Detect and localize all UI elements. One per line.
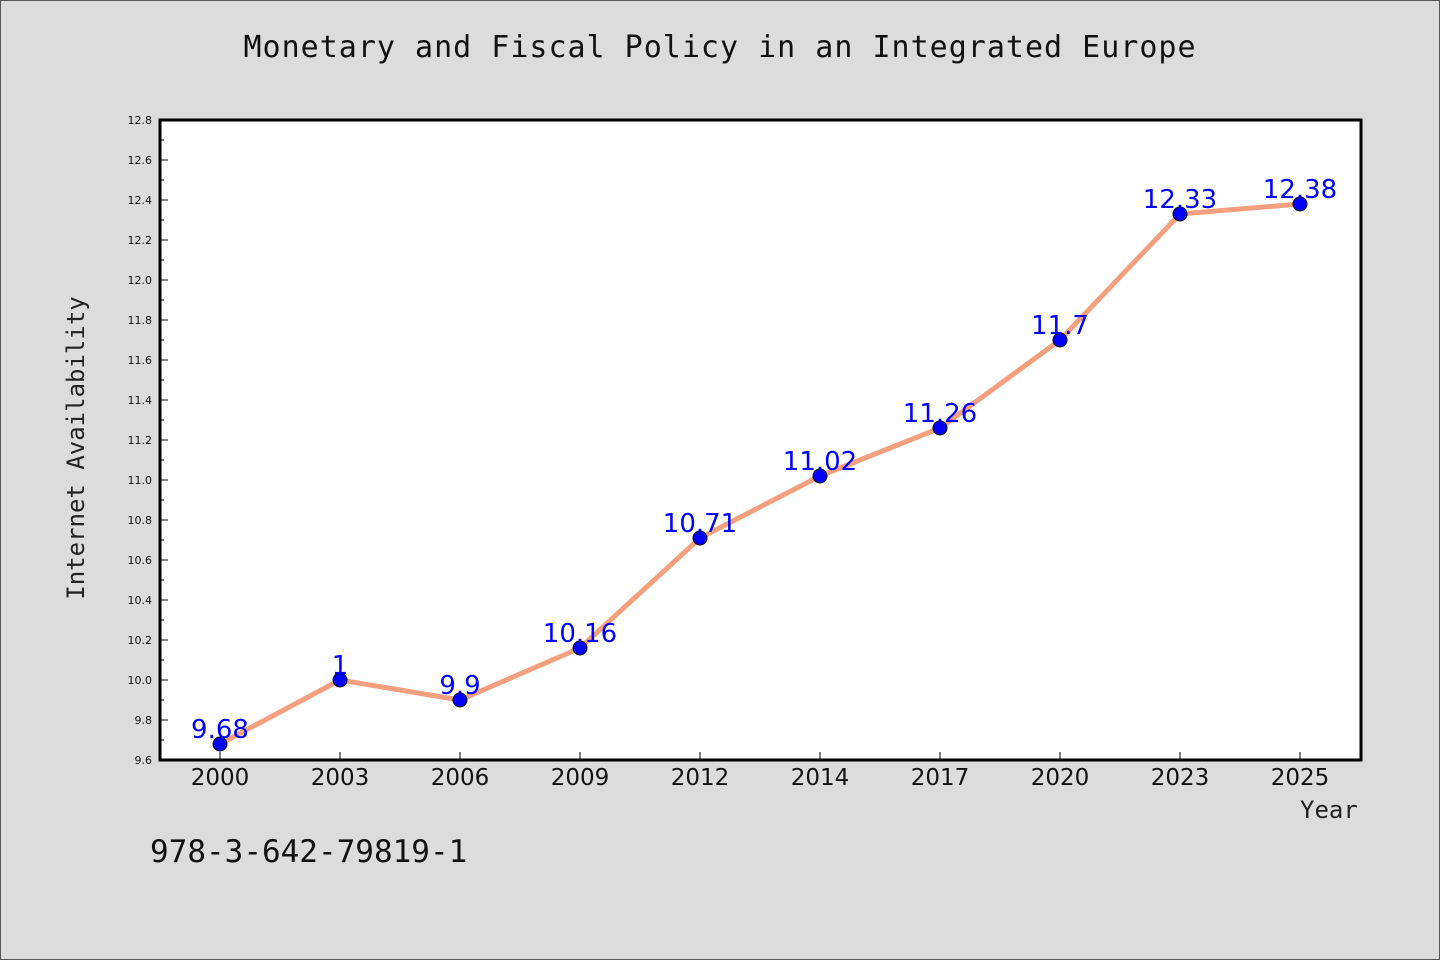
y-tick-label: 11.4 xyxy=(128,394,153,407)
y-tick-label: 9.6 xyxy=(135,754,153,767)
y-tick-label: 12.4 xyxy=(128,194,153,207)
data-point xyxy=(692,530,708,546)
data-label: 11.26 xyxy=(903,399,977,429)
data-point xyxy=(452,692,468,708)
data-label: 11.02 xyxy=(783,447,857,477)
y-tick-label: 11.0 xyxy=(128,474,153,487)
x-tick-label: 2023 xyxy=(1151,765,1210,791)
y-tick-label: 10.4 xyxy=(128,594,153,607)
y-tick-label: 12.0 xyxy=(128,274,153,287)
data-point xyxy=(812,468,828,484)
data-point xyxy=(1292,196,1308,212)
y-tick-label: 12.2 xyxy=(128,234,153,247)
x-tick-label: 2000 xyxy=(191,765,250,791)
data-point xyxy=(212,736,228,752)
y-tick-label: 11.2 xyxy=(128,434,153,447)
data-label: 9.9 xyxy=(439,671,480,701)
data-label: 11.7 xyxy=(1031,311,1089,341)
plot-area xyxy=(158,118,1363,762)
x-tick-label: 2025 xyxy=(1271,765,1330,791)
data-point xyxy=(572,640,588,656)
data-point xyxy=(932,420,948,436)
data-point xyxy=(1172,206,1188,222)
y-tick-label: 12.8 xyxy=(128,114,153,127)
data-label: 9.68 xyxy=(191,715,249,745)
x-tick-label: 2003 xyxy=(311,765,370,791)
y-tick-label: 10.6 xyxy=(128,554,153,567)
isbn-text: 978-3-642-79819-1 xyxy=(150,834,468,870)
series-line xyxy=(217,201,1303,747)
x-tick-label: 2006 xyxy=(431,765,490,791)
data-label: 1 xyxy=(332,651,349,681)
x-tick-label: 2020 xyxy=(1031,765,1090,791)
data-label: 10.71 xyxy=(663,509,737,539)
y-tick-label: 10.2 xyxy=(128,634,153,647)
data-point xyxy=(332,672,348,688)
y-tick-label: 9.8 xyxy=(135,714,153,727)
y-tick-label: 10.0 xyxy=(128,674,153,687)
x-axis-label: Year xyxy=(1300,796,1358,824)
data-label: 10.16 xyxy=(543,619,617,649)
data-label: 12.33 xyxy=(1143,185,1217,215)
y-tick-label: 11.6 xyxy=(128,354,153,367)
x-tick-label: 2009 xyxy=(551,765,610,791)
y-tick-label: 10.8 xyxy=(128,514,153,527)
chart-title: Monetary and Fiscal Policy in an Integra… xyxy=(243,30,1197,65)
x-tick-label: 2012 xyxy=(671,765,730,791)
y-tick-label: 11.8 xyxy=(128,314,153,327)
x-tick-label: 2017 xyxy=(911,765,970,791)
y-tick-label: 12.6 xyxy=(128,154,153,167)
data-label: 12.38 xyxy=(1263,175,1337,205)
x-tick-label: 2014 xyxy=(791,765,850,791)
data-point xyxy=(1052,332,1068,348)
